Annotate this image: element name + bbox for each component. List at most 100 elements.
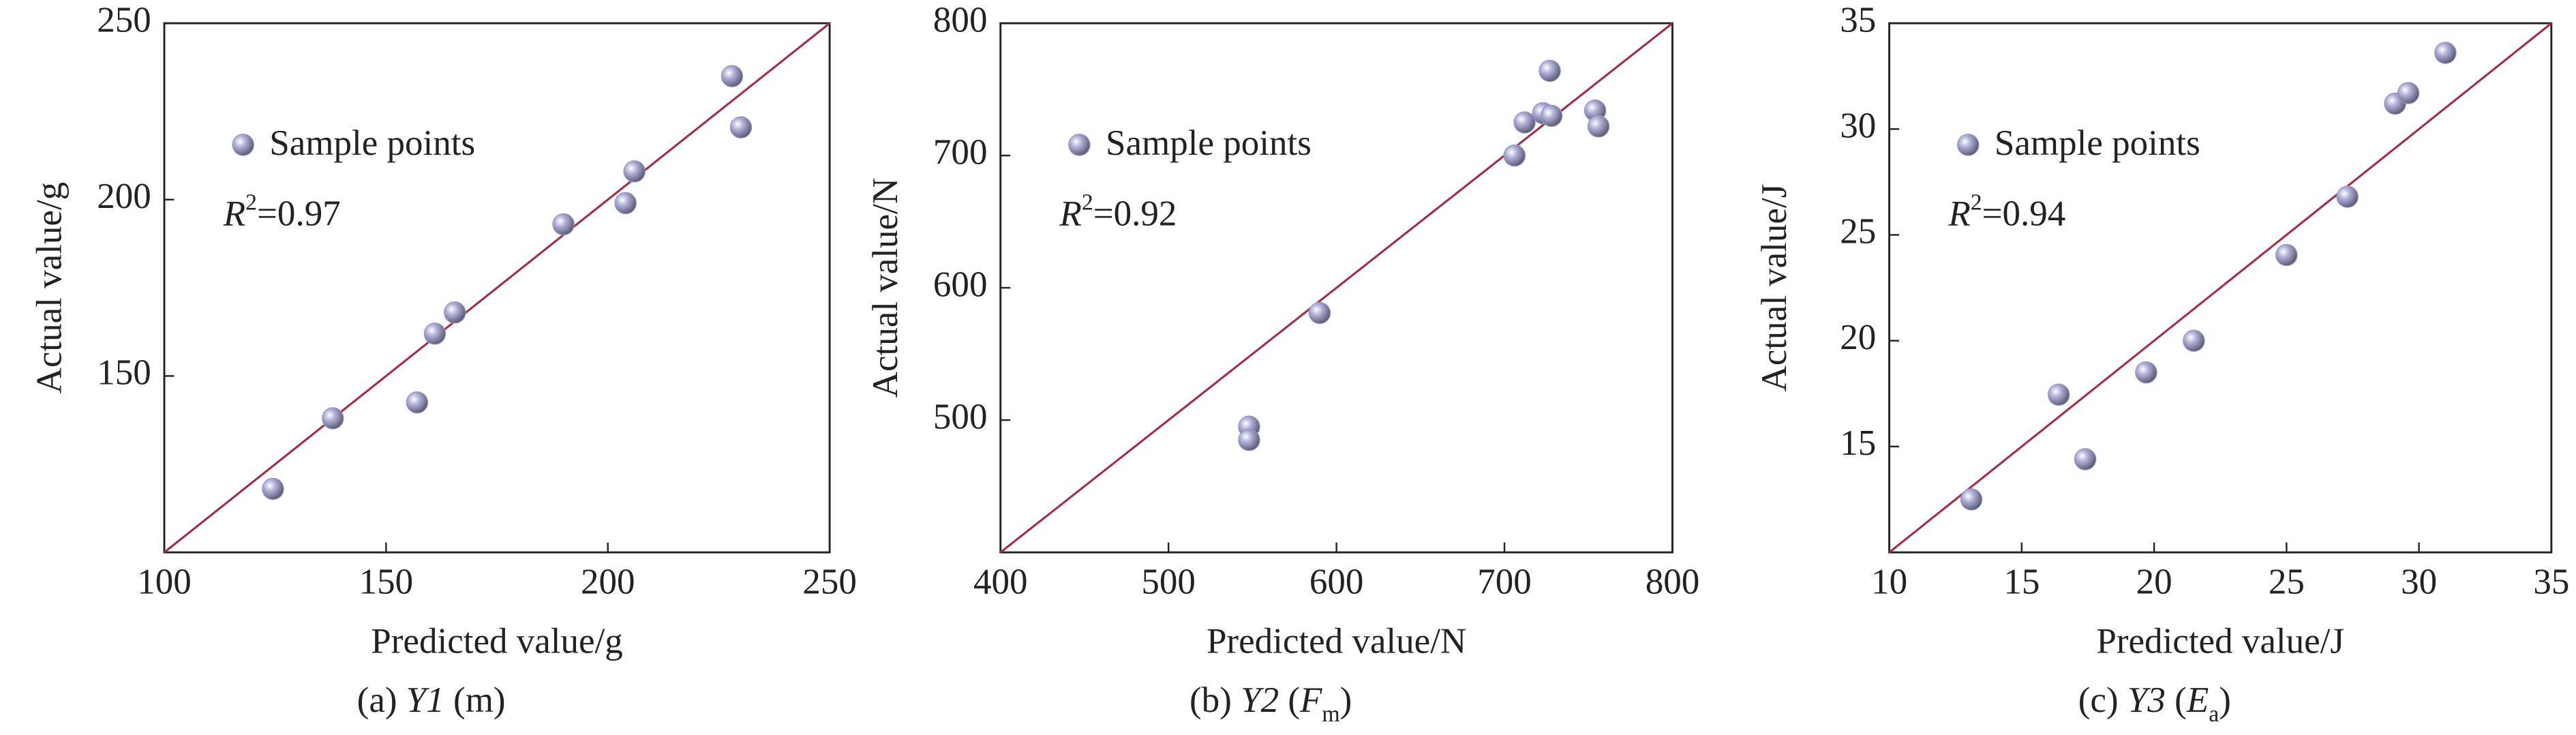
sample-point [1587,115,1610,138]
y-tick-label: 30 [1840,106,1876,145]
caption-part: ) [1340,680,1352,720]
annotation: R2=0.94 [1948,190,2065,234]
y-axis-label: Actual value/g [29,182,69,394]
reference-line [164,22,831,554]
x-axis-label: Predicted value/J [2096,621,2344,661]
sample-point [322,407,344,430]
sample-point [623,160,646,183]
sample-point [2275,243,2298,267]
sample-point [2397,82,2420,104]
x-tick-label: 500 [1141,562,1196,602]
caption-part: (m) [444,680,506,720]
y-tick-label: 35 [1840,0,1876,40]
annotation-part: 2 [1082,190,1093,215]
legend-marker [1957,134,1980,156]
caption-part: ) [2219,680,2231,720]
sample-point [1503,144,1526,167]
plot-frame [1888,22,2553,554]
x-axis-label: Predicted value/N [1207,621,1466,661]
caption-part: E [2186,680,2209,720]
x-tick-label: 700 [1477,562,1532,602]
y-tick-label: 500 [933,397,988,436]
x-tick-label: 800 [1646,562,1700,602]
sample-point [2434,42,2457,64]
legend-label: Sample points [269,123,475,163]
caption: (a) Y1 (m) [357,680,506,720]
annotation-part: 2 [1971,190,1982,215]
x-tick-label: 600 [1309,562,1364,602]
annotation-part: =0.92 [1093,194,1177,234]
y-tick-label: 20 [1840,318,1876,357]
sample-point [1238,428,1260,451]
sample-point [1960,488,1983,511]
sample-point [1308,301,1331,325]
y-tick-label: 600 [933,265,988,304]
x-tick-label: 250 [802,562,857,602]
y-tick-label: 200 [97,177,151,216]
sample-point [423,322,446,345]
plot-frame [163,22,831,554]
x-tick-label: 400 [973,562,1028,602]
sample-point [406,391,429,414]
y-axis-label: Actual value/N [866,178,905,397]
caption-part: (a) [357,680,406,720]
y-tick-label: 15 [1840,423,1876,463]
sample-point [443,301,466,324]
annotation: R2=0.92 [1059,190,1177,234]
sample-point [262,477,284,500]
annotation-part: 2 [245,190,257,215]
caption-part: m [1322,702,1339,727]
x-tick-label: 35 [2533,562,2569,602]
sample-point [1539,59,1561,82]
caption-part: ( [2166,680,2187,720]
x-axis-label: Predicted value/g [371,621,623,661]
annotation-part: R [1948,194,1970,234]
x-tick-label: 10 [1871,562,1907,602]
sample-point [2183,329,2205,352]
reference-line [1888,22,2552,554]
sample-point [2135,361,2157,384]
annotation-part: =0.97 [257,194,341,234]
y-tick-label: 250 [97,0,151,40]
x-tick-label: 30 [2401,562,2437,602]
annotation-part: R [223,194,245,234]
caption-part: Y2 [1241,680,1279,720]
sample-point [729,116,753,138]
reference-line [999,22,1673,554]
caption-part: ( [1279,680,1300,720]
x-tick-label: 200 [581,562,635,602]
y-tick-label: 800 [933,0,988,40]
sample-point [2047,383,2070,406]
x-tick-label: 20 [2136,562,2172,602]
caption-part: (c) [2078,680,2127,720]
y-tick-label: 150 [97,353,151,393]
legend-marker [1068,134,1091,156]
x-tick-label: 15 [2003,562,2040,602]
caption: (b) Y2 (Fm) [1189,680,1352,727]
y-axis-label: Actual value/J [1755,184,1794,392]
caption-part: Y3 [2127,680,2166,720]
x-tick-label: 150 [359,562,414,602]
sample-point [1540,104,1563,127]
annotation-part: =0.94 [1982,194,2066,234]
annotation-part: R [1059,194,1081,234]
y-tick-label: 25 [1840,212,1876,252]
sample-point [2074,448,2097,470]
x-tick-label: 25 [2269,562,2305,602]
caption-part: a [2209,702,2219,727]
sample-point [2336,185,2359,208]
sample-point [1513,111,1536,134]
caption: (c) Y3 (Ea) [2078,680,2231,727]
caption-part: Y1 [406,680,444,720]
x-tick-label: 100 [137,562,192,602]
caption-part: (b) [1189,680,1241,720]
sample-point [614,192,637,215]
annotation: R2=0.97 [223,190,341,234]
legend-label: Sample points [1106,123,1312,163]
sample-point [552,213,575,236]
y-tick-label: 700 [933,132,988,172]
legend-label: Sample points [1995,123,2200,163]
caption-part: F [1299,680,1322,720]
